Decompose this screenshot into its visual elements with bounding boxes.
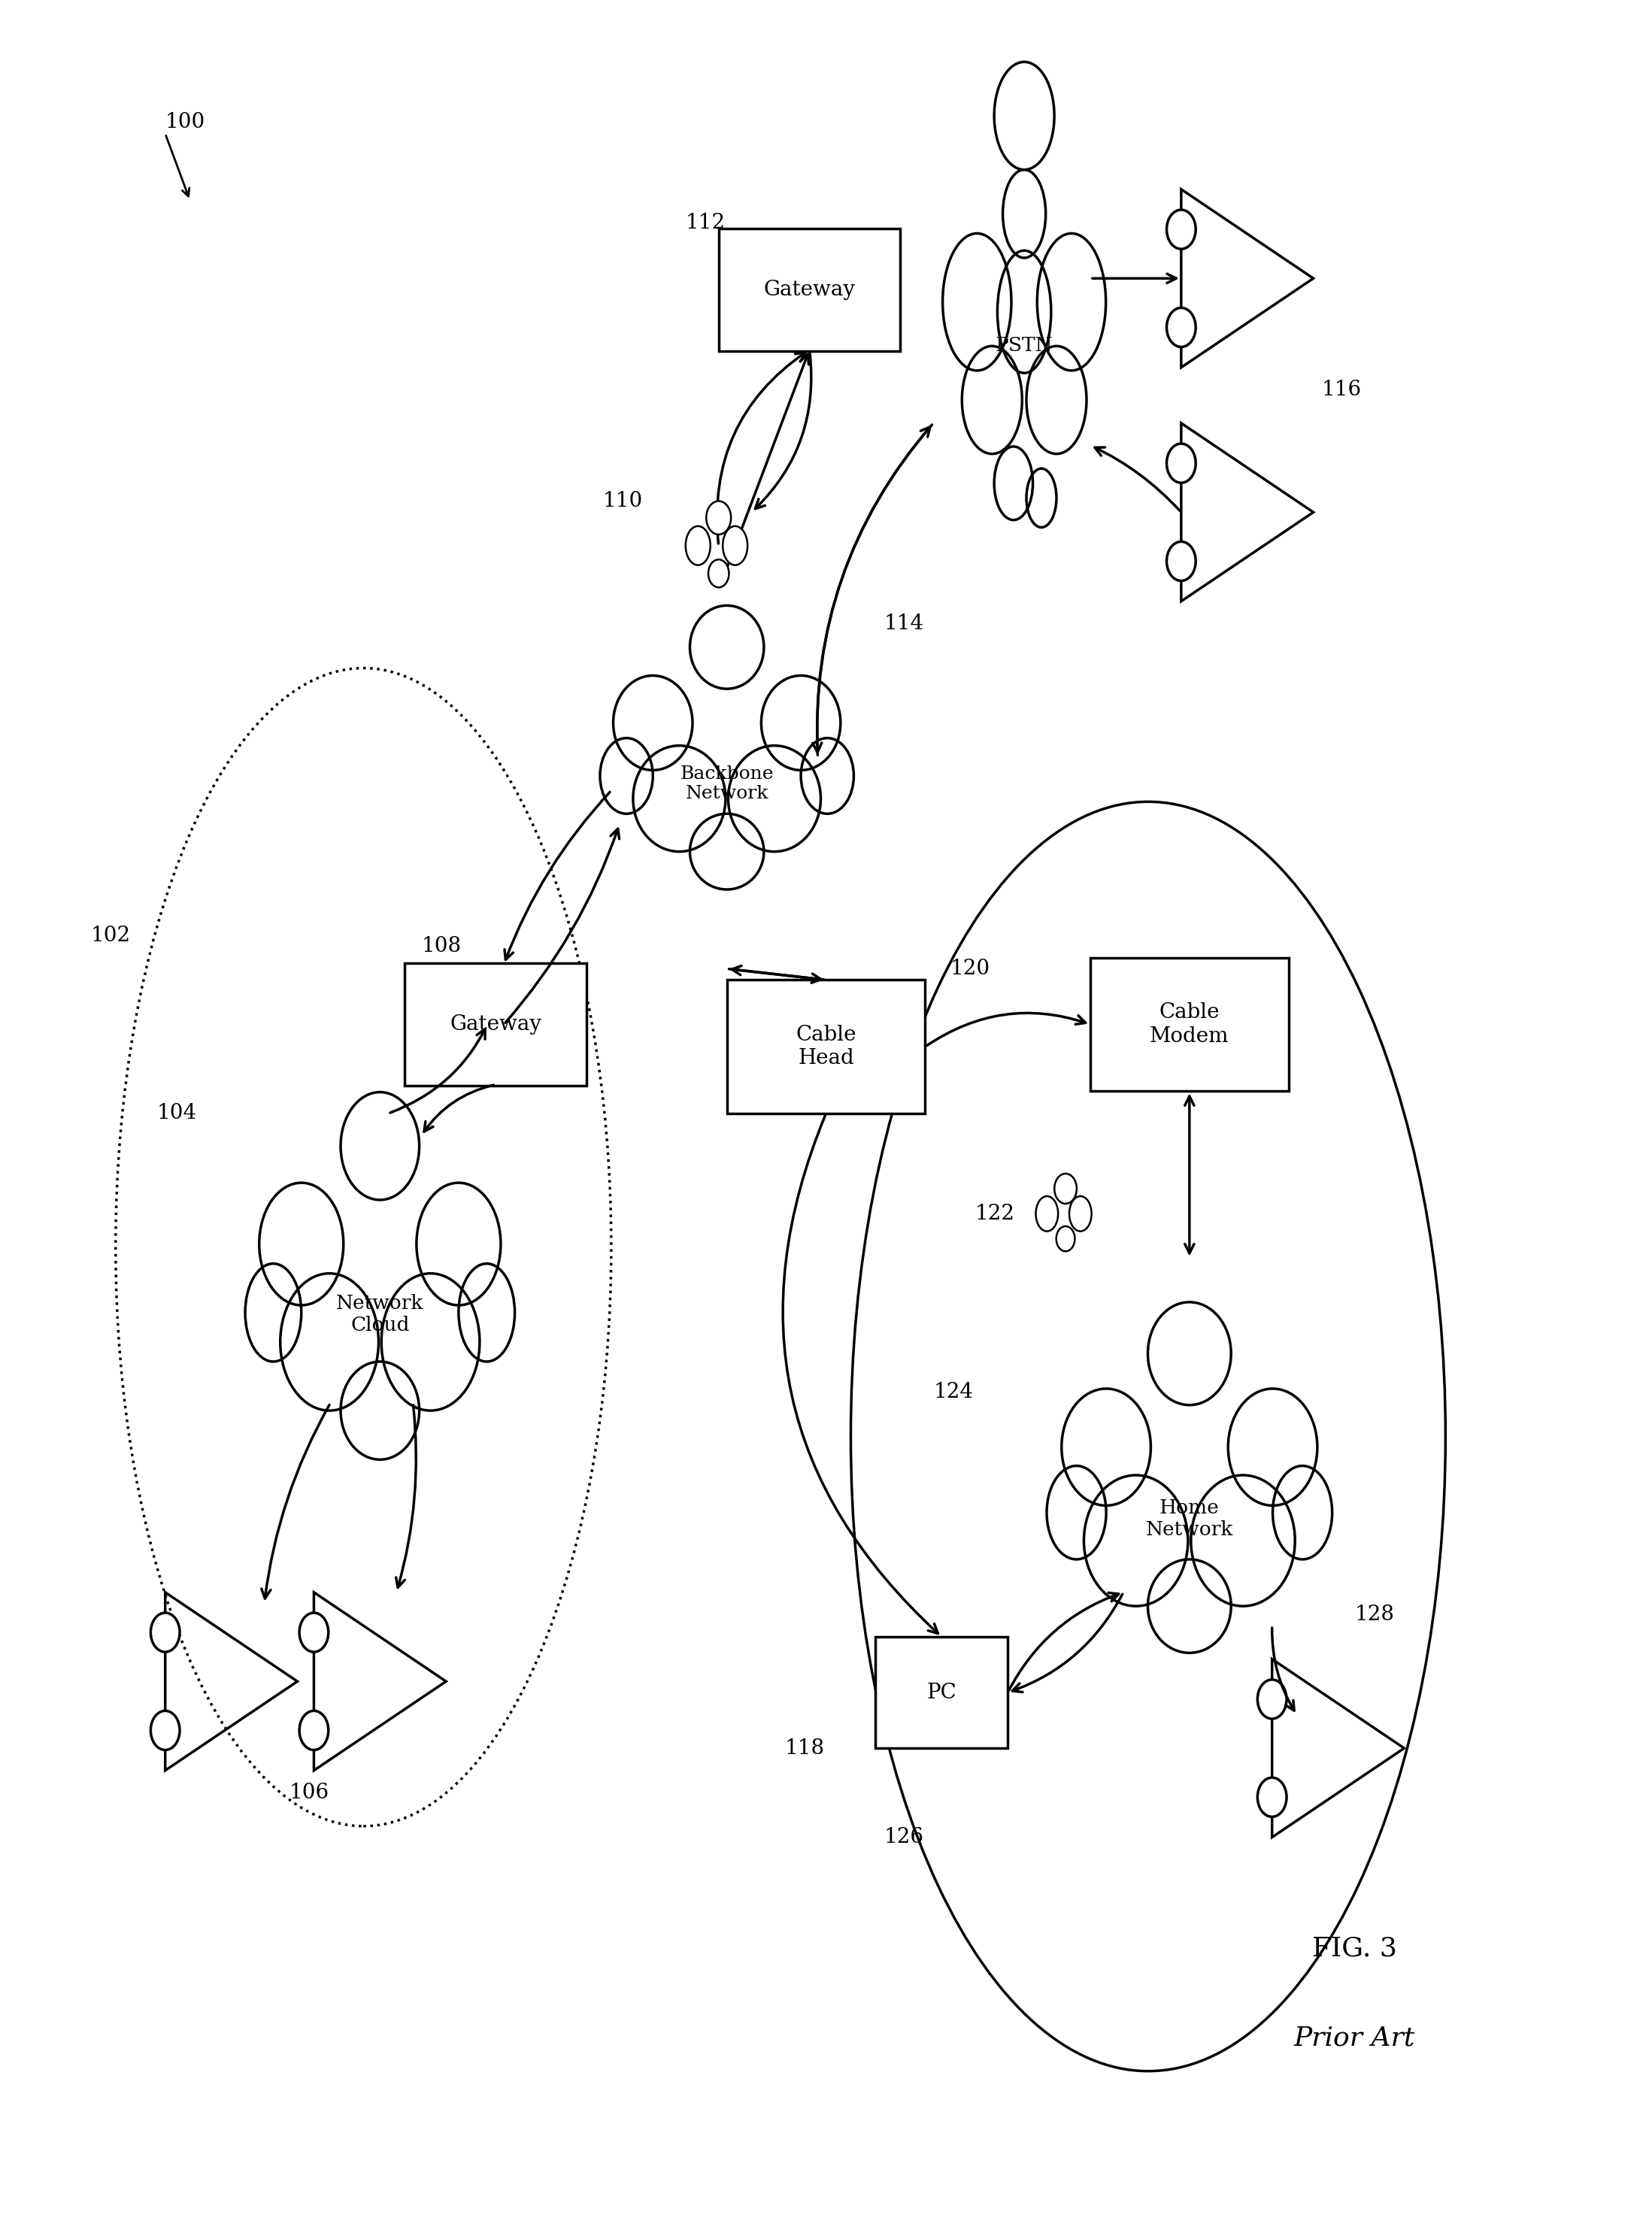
Ellipse shape — [281, 1274, 378, 1410]
Text: 122: 122 — [975, 1203, 1014, 1225]
Circle shape — [1166, 209, 1196, 249]
FancyBboxPatch shape — [719, 227, 900, 350]
FancyBboxPatch shape — [876, 1637, 1008, 1748]
Ellipse shape — [382, 1274, 479, 1410]
Ellipse shape — [1036, 1196, 1059, 1232]
Ellipse shape — [340, 1091, 420, 1200]
Ellipse shape — [943, 234, 1011, 370]
Ellipse shape — [416, 1183, 501, 1305]
Ellipse shape — [1148, 1559, 1231, 1652]
Ellipse shape — [340, 1361, 420, 1459]
Ellipse shape — [1069, 1196, 1092, 1232]
Text: 106: 106 — [289, 1782, 329, 1804]
FancyBboxPatch shape — [1090, 958, 1289, 1091]
Ellipse shape — [613, 675, 692, 771]
Text: 118: 118 — [785, 1737, 824, 1759]
Text: 110: 110 — [603, 490, 643, 512]
Ellipse shape — [600, 737, 653, 813]
FancyBboxPatch shape — [727, 980, 925, 1114]
Text: 124: 124 — [933, 1381, 973, 1403]
Circle shape — [150, 1710, 180, 1750]
Ellipse shape — [1227, 1390, 1317, 1505]
Ellipse shape — [707, 501, 732, 534]
Ellipse shape — [1084, 1474, 1188, 1606]
Text: 108: 108 — [421, 935, 461, 958]
Ellipse shape — [998, 249, 1051, 372]
Circle shape — [299, 1612, 329, 1652]
FancyBboxPatch shape — [405, 962, 586, 1085]
Circle shape — [1257, 1679, 1287, 1719]
Ellipse shape — [1272, 1465, 1332, 1559]
Text: Network
Cloud: Network Cloud — [337, 1294, 423, 1334]
Ellipse shape — [995, 445, 1032, 521]
Text: 120: 120 — [950, 958, 990, 980]
Ellipse shape — [1054, 1174, 1077, 1203]
Ellipse shape — [995, 62, 1054, 169]
Ellipse shape — [709, 559, 729, 588]
Text: 100: 100 — [165, 111, 205, 134]
Ellipse shape — [1062, 1390, 1151, 1505]
Ellipse shape — [801, 737, 854, 813]
Ellipse shape — [691, 606, 763, 688]
Text: 116: 116 — [1322, 379, 1361, 401]
Ellipse shape — [459, 1263, 515, 1361]
Ellipse shape — [1037, 234, 1105, 370]
Ellipse shape — [1026, 468, 1057, 528]
Text: Backbone
Network: Backbone Network — [681, 766, 773, 802]
Circle shape — [1166, 541, 1196, 581]
Text: FIG. 3: FIG. 3 — [1312, 1935, 1398, 1962]
Circle shape — [1166, 443, 1196, 483]
Text: 128: 128 — [1355, 1603, 1394, 1626]
Circle shape — [150, 1612, 180, 1652]
Ellipse shape — [1003, 169, 1046, 258]
Ellipse shape — [633, 746, 725, 851]
Text: Gateway: Gateway — [449, 1013, 542, 1036]
Text: Home
Network: Home Network — [1146, 1499, 1232, 1539]
Text: Cable
Head: Cable Head — [796, 1024, 856, 1069]
Text: Gateway: Gateway — [763, 278, 856, 301]
Ellipse shape — [1148, 1303, 1231, 1405]
Ellipse shape — [244, 1263, 301, 1361]
Ellipse shape — [686, 526, 710, 566]
Text: 102: 102 — [91, 924, 131, 946]
Ellipse shape — [961, 345, 1023, 454]
Ellipse shape — [1056, 1227, 1075, 1252]
Ellipse shape — [691, 813, 763, 889]
Text: 126: 126 — [884, 1826, 923, 1848]
Circle shape — [1257, 1777, 1287, 1817]
Text: 114: 114 — [884, 612, 923, 635]
Text: Cable
Modem: Cable Modem — [1150, 1002, 1229, 1047]
Ellipse shape — [724, 526, 747, 566]
Text: PC: PC — [927, 1681, 957, 1704]
Ellipse shape — [1191, 1474, 1295, 1606]
Text: 112: 112 — [686, 212, 725, 234]
Text: 104: 104 — [157, 1102, 197, 1125]
Text: Prior Art: Prior Art — [1294, 2024, 1416, 2051]
Ellipse shape — [1026, 345, 1087, 454]
Text: PSTN: PSTN — [996, 336, 1052, 354]
Circle shape — [1166, 307, 1196, 347]
Ellipse shape — [729, 746, 821, 851]
Ellipse shape — [1047, 1465, 1107, 1559]
Ellipse shape — [762, 675, 841, 771]
Circle shape — [299, 1710, 329, 1750]
Ellipse shape — [259, 1183, 344, 1305]
